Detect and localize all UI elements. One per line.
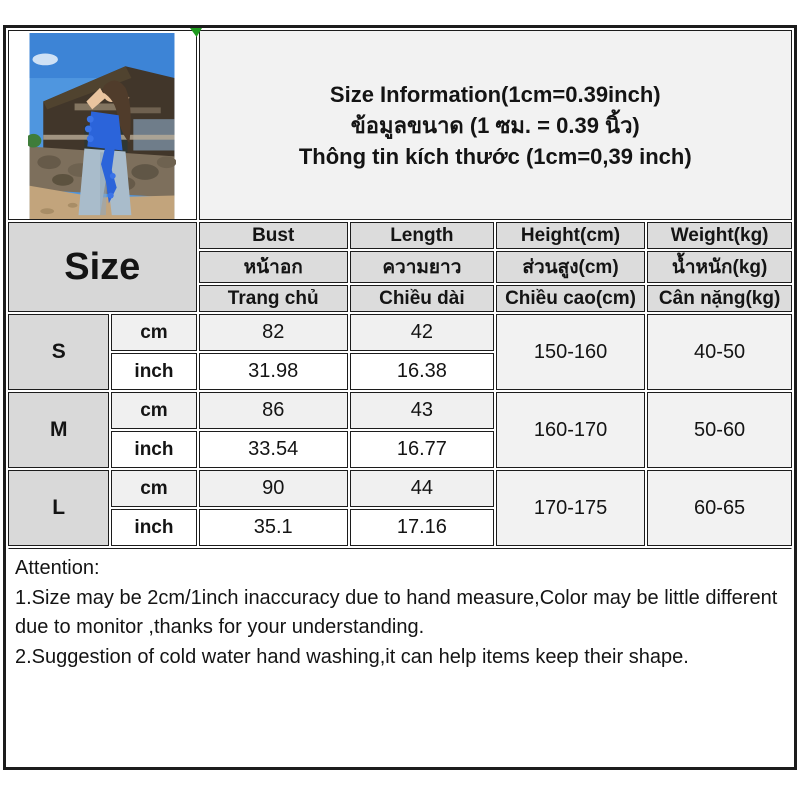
col-length-en: Length — [349, 222, 494, 249]
m-bust-inch: 33.54 — [198, 431, 348, 468]
title-cell: Size Information(1cm=0.39inch) ข้อมูลขนา… — [198, 30, 792, 220]
s-length-cm: 42 — [349, 314, 494, 351]
unit-inch: inch — [111, 509, 197, 546]
attention-section: Attention: 1.Size may be 2cm/1inch inacc… — [8, 548, 792, 765]
col-bust-vi: Trang chủ — [198, 285, 348, 312]
l-length-inch: 17.16 — [349, 509, 494, 546]
col-height-th: ส่วนสูง(cm) — [495, 251, 646, 283]
table-row: inch 31.98 16.38 — [8, 353, 792, 390]
col-height-vi: Chiều cao(cm) — [495, 285, 646, 312]
model-photo-illustration — [28, 33, 177, 219]
l-bust-cm: 90 — [198, 470, 348, 507]
table-row: inch 35.1 17.16 — [8, 509, 792, 546]
l-height: 170-175 — [495, 470, 646, 546]
product-photo — [8, 30, 197, 220]
title-english: Size Information(1cm=0.39inch) — [329, 81, 661, 107]
size-chart-sheet: Size Information(1cm=0.39inch) ข้อมูลขนา… — [3, 25, 797, 770]
table-row: S cm 82 42 150-160 40-50 — [8, 314, 792, 390]
s-height: 150-160 — [495, 314, 646, 390]
col-height-en: Height(cm) — [495, 222, 646, 249]
col-bust-th: หน้าอก — [198, 251, 348, 283]
s-bust-inch: 31.98 — [198, 353, 348, 390]
s-length-inch: 16.38 — [349, 353, 494, 390]
col-weight-en: Weight(kg) — [647, 222, 792, 249]
table-row: M cm 86 43 160-170 50-60 — [8, 392, 792, 468]
size-label-l: L — [8, 470, 110, 546]
s-weight: 40-50 — [647, 314, 792, 390]
m-bust-cm: 86 — [198, 392, 348, 429]
size-label-s: S — [8, 314, 110, 390]
col-length-vi: Chiều dài — [349, 285, 494, 312]
title-vietnamese: Thông tin kích thước (1cm=0,39 inch) — [298, 143, 692, 169]
unit-cm: cm — [111, 470, 197, 507]
attention-note-2: 2.Suggestion of cold water hand washing,… — [15, 645, 689, 668]
title-thai: ข้อมูลขนาด (1 ซม. = 0.39 นิ้ว) — [350, 112, 640, 138]
m-length-cm: 43 — [349, 392, 494, 429]
unit-cm: cm — [111, 392, 197, 429]
col-length-th: ความยาว — [349, 251, 494, 283]
attention-note-1: 1.Size may be 2cm/1inch inaccuracy due t… — [15, 586, 778, 639]
s-bust-cm: 82 — [198, 314, 348, 351]
m-length-inch: 16.77 — [349, 431, 494, 468]
table-row: L cm 90 44 170-175 60-65 — [8, 470, 792, 546]
col-bust-en: Bust — [198, 222, 348, 249]
m-height: 160-170 — [495, 392, 646, 468]
unit-inch: inch — [111, 353, 197, 390]
attention-heading: Attention: — [15, 557, 100, 579]
l-weight: 60-65 — [647, 470, 792, 546]
green-corner-marker-icon — [190, 28, 202, 37]
table-row: inch 33.54 16.77 — [8, 431, 792, 468]
unit-cm: cm — [111, 314, 197, 351]
m-weight: 50-60 — [647, 392, 792, 468]
unit-inch: inch — [111, 431, 197, 468]
size-chart-table: Size Information(1cm=0.39inch) ข้อมูลขนา… — [6, 28, 794, 767]
col-weight-vi: Cân nặng(kg) — [647, 285, 792, 312]
col-weight-th: น้ำหนัก(kg) — [647, 251, 792, 283]
size-label-m: M — [8, 392, 110, 468]
size-header: Size — [8, 222, 197, 312]
l-bust-inch: 35.1 — [198, 509, 348, 546]
l-length-cm: 44 — [349, 470, 494, 507]
